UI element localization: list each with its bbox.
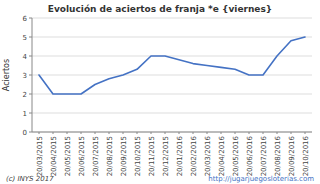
x-tick — [305, 132, 306, 134]
x-tick — [221, 132, 222, 134]
grid-line — [32, 37, 312, 38]
y-axis — [32, 18, 33, 132]
x-tick — [193, 132, 194, 134]
x-tick — [207, 132, 208, 134]
x-tick-label: 20/06/2016 — [246, 135, 254, 176]
x-tick-label: 20/12/2015 — [162, 136, 170, 176]
x-tick — [53, 132, 54, 134]
grid-line — [32, 113, 312, 114]
y-tick-label: 5 — [23, 34, 27, 42]
x-tick — [291, 132, 292, 134]
x-tick-label: 20/10/2016 — [302, 135, 310, 176]
x-tick-label: 20/08/2016 — [274, 135, 282, 176]
grid-line — [32, 132, 312, 133]
x-tick-label: 20/04/2015 — [50, 136, 58, 176]
x-tick — [109, 132, 110, 134]
x-tick-label: 20/07/2016 — [260, 135, 268, 176]
y-tick-label: 2 — [23, 91, 27, 99]
x-tick — [137, 132, 138, 134]
footer-right: http://jugarjuegosloterias.com — [208, 175, 314, 183]
x-tick — [165, 132, 166, 134]
x-axis — [32, 132, 312, 133]
x-tick-label: 20/10/2015 — [134, 136, 142, 176]
x-tick-label: 20/04/2016 — [218, 135, 226, 176]
x-tick-label: 20/08/2015 — [106, 136, 114, 176]
y-axis-label: Aciertos — [2, 59, 11, 91]
plot-area — [39, 37, 305, 94]
x-tick — [277, 132, 278, 134]
x-tick — [235, 132, 236, 134]
title: Evolución de aciertos de franja *e {vier… — [48, 4, 272, 14]
x-tick-label: 20/06/2015 — [78, 136, 86, 176]
line — [39, 37, 305, 94]
x-tick-label: 20/07/2015 — [92, 136, 100, 176]
x-tick — [39, 132, 40, 134]
x-tick — [95, 132, 96, 134]
x-tick — [81, 132, 82, 134]
y-tick-label: 6 — [23, 15, 28, 23]
y-tick-label: 0 — [23, 129, 27, 137]
x-tick-label: 20/05/2016 — [232, 135, 240, 176]
y-tick-label: 4 — [23, 53, 28, 61]
x-tick-label: 20/03/2015 — [36, 136, 44, 176]
x-tick-label: 20/09/2015 — [120, 136, 128, 176]
x-tick-label: 20/09/2016 — [288, 135, 296, 176]
x-tick — [179, 132, 180, 134]
x-tick — [123, 132, 124, 134]
grid-line — [32, 18, 312, 19]
x-tick — [249, 132, 250, 134]
grid-line — [32, 75, 312, 76]
chart: Evolución de aciertos de franja *e {vier… — [0, 0, 320, 184]
x-tick — [263, 132, 264, 134]
footer-left: (c) INYS 2017 — [6, 175, 54, 183]
x-tick-label: 20/01/2016 — [176, 135, 184, 176]
x-tick-label: 20/02/2016 — [190, 135, 198, 176]
x-tick — [151, 132, 152, 134]
x-tick-label: 20/11/2015 — [148, 136, 156, 176]
x-tick-label: 20/05/2015 — [64, 136, 72, 176]
grid-line — [32, 56, 312, 57]
x-tick — [67, 132, 68, 134]
x-tick-label: 20/03/2016 — [204, 135, 212, 176]
y-tick-label: 3 — [23, 72, 27, 80]
y-tick-label: 1 — [23, 110, 27, 118]
